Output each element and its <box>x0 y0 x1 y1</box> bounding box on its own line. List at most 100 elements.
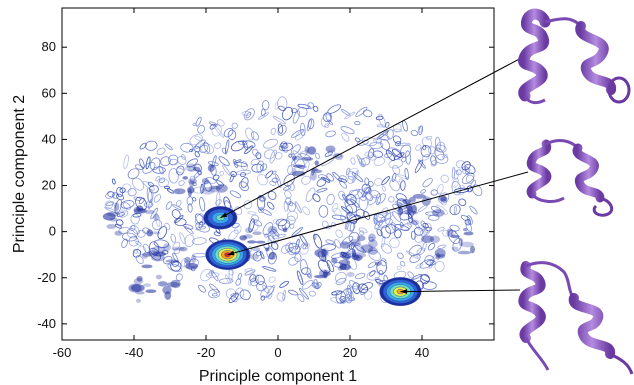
contour-ring <box>441 154 448 159</box>
contour-ring <box>348 297 356 302</box>
dense-patch <box>130 284 145 292</box>
contour-ring <box>298 244 309 255</box>
dense-patch <box>147 250 159 257</box>
contour-ring <box>153 194 162 203</box>
contour-ring <box>437 244 446 250</box>
contour-ring <box>440 174 449 183</box>
contour-ring <box>291 227 303 237</box>
contour-ring <box>419 259 434 269</box>
contour-ring <box>138 197 145 205</box>
contour-ring <box>295 129 306 141</box>
contour-ring <box>376 260 388 275</box>
contour-ring <box>349 198 360 208</box>
contour-ring <box>354 120 361 126</box>
y-axis-title: Principle component 2 <box>11 95 28 253</box>
contour-ring <box>407 271 415 279</box>
contour-ring <box>128 235 139 247</box>
contour-ring <box>158 165 164 175</box>
contour-ring <box>180 142 194 153</box>
annotation-arrow-A <box>220 55 526 219</box>
contour-ring <box>156 147 166 156</box>
contour-ring <box>392 128 403 132</box>
contour-ring <box>381 185 386 192</box>
contour-ring <box>458 198 467 207</box>
contour-ring <box>356 154 365 167</box>
contour-ring <box>245 127 255 141</box>
contour-ring <box>338 190 346 201</box>
arrow-head-B <box>227 250 235 256</box>
annotation-arrows <box>220 55 529 294</box>
helix-icon <box>526 139 614 217</box>
contour-ring <box>454 187 470 194</box>
contour-ring <box>325 130 336 138</box>
contour-ring <box>172 189 180 195</box>
dense-patch <box>356 235 366 242</box>
dense-patch <box>421 197 431 206</box>
contour-ring <box>335 229 343 238</box>
contour-ring <box>289 223 295 229</box>
contour-ring <box>425 135 433 140</box>
dense-patch <box>144 209 155 215</box>
contour-ring <box>193 170 202 179</box>
dense-patch <box>179 246 188 252</box>
y-tick-label: -40 <box>37 316 56 331</box>
contour-ring <box>367 261 377 269</box>
dense-patch <box>185 262 198 270</box>
dense-patch <box>309 171 317 181</box>
contour-ring <box>331 290 343 296</box>
contour-ring <box>263 138 278 149</box>
contour-ring <box>122 202 131 210</box>
contour-ring <box>272 228 280 237</box>
contour-ring <box>389 237 400 249</box>
contour-ring <box>348 231 360 244</box>
contour-ring <box>461 172 475 185</box>
dense-patch <box>431 209 445 217</box>
x-tick-label: -20 <box>197 345 216 360</box>
contour-ring <box>250 158 260 166</box>
contour-ring <box>252 148 259 157</box>
contour-ring <box>269 180 277 186</box>
contour-ring <box>270 127 276 135</box>
contour-ring <box>200 183 204 194</box>
contour-ring <box>147 181 155 188</box>
contour-ring <box>260 295 266 301</box>
dense-patch <box>402 199 411 205</box>
contour-ring <box>469 205 478 215</box>
contour-ring <box>248 218 255 233</box>
contour-ring <box>278 145 286 152</box>
contour-ring <box>250 131 260 141</box>
dense-patch <box>339 264 352 270</box>
contour-ring <box>364 290 373 300</box>
contour-ring <box>346 285 360 293</box>
contour-ring <box>144 201 154 208</box>
contour-ring <box>332 171 343 183</box>
contour-ring <box>164 185 170 189</box>
contour-ring <box>417 159 427 169</box>
dense-patch <box>142 253 148 259</box>
contour-ring <box>461 161 471 171</box>
dense-patch <box>170 279 181 289</box>
contour-ring <box>325 239 335 245</box>
contour-ring <box>393 152 405 160</box>
contour-ring <box>407 221 412 227</box>
contour-ring <box>344 111 356 120</box>
contour-ring <box>133 249 138 254</box>
contour-ring <box>420 145 432 158</box>
contour-ring <box>377 193 386 204</box>
structure-bottom <box>518 261 634 375</box>
contour-ring <box>345 194 357 206</box>
contour-ring <box>467 215 473 225</box>
contour-ring <box>272 170 277 175</box>
contour-ring <box>328 149 336 157</box>
contour-ring <box>305 187 316 202</box>
dense-patch <box>135 291 145 295</box>
contour-ring <box>227 129 237 141</box>
contour-ring <box>340 215 349 224</box>
contour-ring <box>264 233 269 238</box>
contour-ring <box>291 144 301 155</box>
dense-patch <box>215 183 228 193</box>
contour-ring <box>302 206 311 216</box>
contour-ring <box>195 226 207 231</box>
contour-ring <box>362 186 370 198</box>
contour-ring <box>369 270 376 277</box>
